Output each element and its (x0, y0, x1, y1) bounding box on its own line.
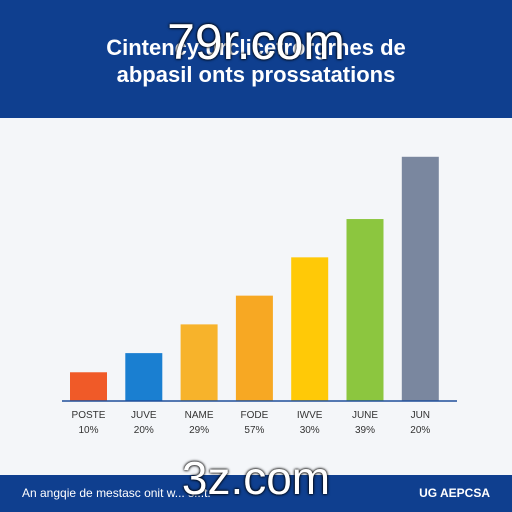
chart-footer: An angqie de mestasc onit w... s...t. UG… (0, 475, 512, 512)
bar-poste (70, 372, 107, 401)
footer-caption: An angqie de mestasc onit w... s...t. (22, 486, 211, 500)
bar-value-label: 39% (355, 425, 375, 436)
chart-header (0, 0, 512, 118)
x-tick-label: JUNE (352, 410, 378, 421)
bars-group (70, 156, 439, 401)
x-tick-label: IWVE (297, 410, 323, 421)
title-line-2: abpasil onts prossatations (116, 62, 396, 87)
x-tick-label: NAME (185, 410, 214, 421)
footer-brand-logo: UG AEPCSA (419, 486, 490, 500)
bar-value-label: 29% (189, 425, 209, 436)
bar-june (346, 219, 384, 401)
x-tick-label: JUVE (131, 410, 157, 421)
bar-value-label: 20% (134, 425, 154, 436)
bar-jun (401, 156, 439, 401)
bar-value-label: 57% (244, 425, 264, 436)
bar-juve (125, 353, 163, 401)
bar-value-label: 20% (410, 425, 430, 436)
chart-title: Cintency urclicetrorgrnes de abpasil ont… (0, 34, 512, 88)
bar-chart: POSTE 10% JUVE 20% NAME 29% FODE 57% IWVE 30% JUNE… (62, 156, 457, 436)
bar-name (180, 324, 218, 401)
x-tick-label: POSTE (72, 410, 106, 421)
bar-value-label: 10% (78, 425, 98, 436)
title-line-1: Cintency urclicetrorgrnes de (106, 35, 406, 60)
bar-value-label: 30% (300, 425, 320, 436)
bar-fode (235, 295, 273, 401)
watermark-top: 79r.com (167, 14, 345, 70)
x-tick-label: JUN (411, 410, 430, 421)
watermark-bottom: 3z.com (181, 452, 331, 504)
labels-group: POSTE 10% JUVE 20% NAME 29% FODE 57% IWVE 30% JUNE… (72, 410, 431, 436)
bar-iwve (291, 257, 329, 401)
x-tick-label: FODE (241, 410, 269, 421)
